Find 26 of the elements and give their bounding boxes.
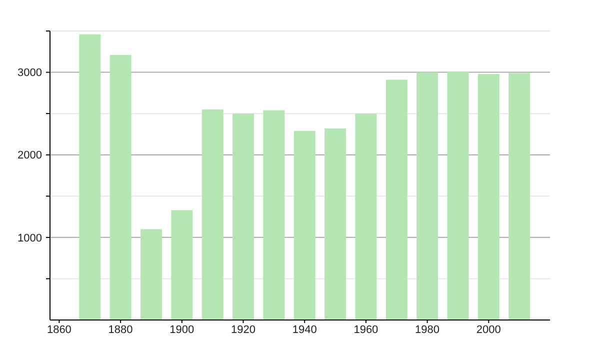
bar bbox=[294, 130, 316, 320]
x-tick-label: 1860 bbox=[46, 324, 72, 336]
bar bbox=[355, 114, 377, 320]
bar bbox=[263, 110, 285, 320]
bar bbox=[232, 114, 254, 320]
bar bbox=[508, 73, 530, 320]
bar bbox=[386, 80, 408, 320]
x-tick-label: 1960 bbox=[354, 324, 378, 336]
x-tick-label: 1880 bbox=[108, 324, 133, 336]
bar bbox=[171, 210, 193, 320]
bar bbox=[447, 71, 469, 320]
bar bbox=[324, 128, 346, 320]
x-tick-label: 1980 bbox=[415, 324, 440, 336]
bar bbox=[416, 72, 438, 320]
bar bbox=[79, 34, 101, 320]
x-tick-label: 1920 bbox=[231, 324, 256, 336]
x-tick-label: 1900 bbox=[170, 324, 194, 336]
x-tick-label: 1940 bbox=[292, 324, 317, 336]
y-tick-label: 1000 bbox=[18, 232, 42, 244]
x-tick-label: 2000 bbox=[476, 324, 501, 336]
bar bbox=[478, 74, 500, 320]
bar bbox=[202, 109, 224, 320]
y-tick-label: 2000 bbox=[18, 150, 42, 162]
bar bbox=[140, 229, 162, 320]
y-tick-label: 3000 bbox=[18, 67, 42, 80]
bar bbox=[110, 54, 132, 320]
